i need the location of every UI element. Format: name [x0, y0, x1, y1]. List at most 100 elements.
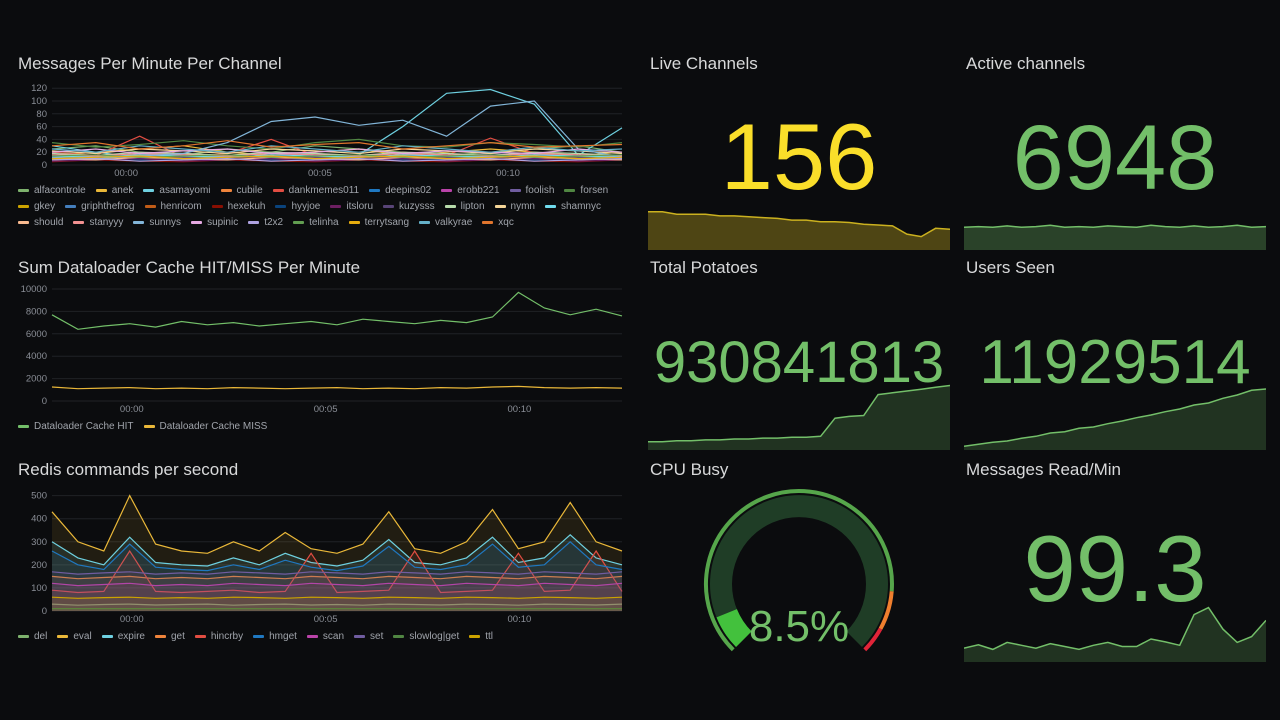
legend-item[interactable]: Dataloader Cache HIT [18, 420, 134, 433]
svg-text:00:10: 00:10 [508, 614, 532, 625]
legend-label: hincrby [210, 631, 244, 642]
legend-item[interactable]: hyyjoe [275, 200, 320, 213]
legend-item[interactable]: henricom [144, 200, 202, 213]
legend-item[interactable]: sunnys [133, 216, 181, 229]
svg-text:8000: 8000 [26, 306, 47, 317]
legend-label: cubile [236, 185, 263, 196]
legend-label: foolish [525, 185, 555, 196]
legend-label: get [170, 631, 185, 642]
panel-title-total-potatoes[interactable]: Total Potatoes [650, 258, 758, 277]
panel-redis-commands: Redis commands per second 0 100 200 300 400 5… [8, 452, 632, 660]
legend-item[interactable]: set [354, 630, 383, 643]
legend-item[interactable]: eval [57, 630, 92, 643]
legend-item[interactable]: valkyrae [419, 216, 472, 229]
legend-color-swatch [18, 425, 29, 428]
legend-label: itsloru [346, 201, 374, 212]
redis-chart[interactable]: 0 100 200 300 400 500 00:00 00:05 00:10 [16, 485, 630, 625]
panel-title-dataloader[interactable]: Sum Dataloader Cache HIT/MISS Per Minute [18, 258, 361, 277]
legend-item[interactable]: alfacontrole [18, 184, 86, 197]
legend-color-swatch [275, 205, 287, 208]
legend-item[interactable]: erobb221 [441, 184, 500, 197]
legend-item[interactable]: deepins02 [369, 184, 431, 197]
legend-item[interactable]: hmget [253, 630, 297, 643]
legend-item[interactable]: expire [101, 630, 145, 643]
users-seen-sparkline [964, 388, 1266, 450]
legend-item[interactable]: kuzysss [383, 200, 435, 213]
panel-title-cpu-busy[interactable]: CPU Busy [650, 460, 729, 479]
panel-total-potatoes: Total Potatoes 930841813 [648, 250, 950, 450]
legend-color-swatch [272, 189, 284, 192]
legend-label: alfacontrole [34, 185, 86, 196]
legend-item[interactable]: should [18, 216, 63, 229]
legend-color-swatch [73, 221, 85, 224]
legend-item[interactable]: t2x2 [248, 216, 283, 229]
panel-title-redis[interactable]: Redis commands per second [18, 460, 239, 479]
legend-color-swatch [419, 221, 431, 224]
dataloader-chart[interactable]: 0 2000 4000 6000 8000 10000 00:00 00:05 00:10 [16, 283, 630, 415]
panel-messages-per-minute: Messages Per Minute Per Channel 0 20 40 60 8… [8, 46, 632, 246]
legend-item[interactable]: itsloru [330, 200, 373, 213]
legend-item[interactable]: Dataloader Cache MISS [143, 420, 267, 433]
panel-title-active-channels[interactable]: Active channels [966, 54, 1086, 73]
legend-item[interactable]: del [18, 630, 47, 643]
legend-item[interactable]: supinic [191, 216, 238, 229]
legend-color-swatch [220, 189, 232, 192]
legend-label: slowlog|get [409, 631, 460, 642]
legend-color-swatch [144, 205, 156, 208]
legend-item[interactable]: ttl [469, 630, 493, 643]
legend-item[interactable]: hexekuh [211, 200, 266, 213]
legend-item[interactable]: asamayomi [143, 184, 211, 197]
legend-label: hyyjoe [291, 201, 321, 212]
svg-text:00:05: 00:05 [308, 168, 332, 179]
svg-text:0: 0 [42, 396, 47, 407]
cpu-busy-gauge [703, 489, 894, 652]
legend-color-swatch [509, 189, 521, 192]
legend-label: kuzysss [399, 201, 435, 212]
legend-color-swatch [143, 189, 155, 192]
svg-text:00:00: 00:00 [120, 614, 144, 625]
legend-item[interactable]: scan [306, 630, 345, 643]
legend-item[interactable]: slowlog|get [393, 630, 459, 643]
legend-item[interactable]: telinha [293, 216, 339, 229]
legend-color-swatch [393, 635, 405, 638]
legend-label: set [370, 631, 384, 642]
legend-item[interactable]: foolish [509, 184, 555, 197]
legend-label: anek [111, 185, 134, 196]
legend-item[interactable]: stanyyy [73, 216, 123, 229]
legend-label: expire [117, 631, 145, 642]
svg-text:00:10: 00:10 [508, 404, 532, 415]
panel-title-users-seen[interactable]: Users Seen [966, 258, 1055, 277]
legend-label: Dataloader Cache HIT [34, 421, 134, 432]
legend-item[interactable]: shamnyc [544, 200, 601, 213]
legend-color-swatch [494, 205, 506, 208]
legend-item[interactable]: xqc [482, 216, 514, 229]
svg-text:00:00: 00:00 [114, 168, 138, 179]
legend-color-swatch [191, 221, 203, 224]
legend-item[interactable]: anek [95, 184, 134, 197]
legend-item[interactable]: dankmemes011 [272, 184, 359, 197]
svg-text:40: 40 [36, 134, 47, 145]
panel-title-live-channels[interactable]: Live Channels [650, 54, 758, 73]
legend-item[interactable]: gkey [18, 200, 55, 213]
legend-item[interactable]: get [154, 630, 185, 643]
legend-item[interactable]: terrytsang [348, 216, 409, 229]
panel-users-seen: Users Seen 11929514 [964, 250, 1266, 450]
legend-item[interactable]: lipton [444, 200, 485, 213]
legend-label: hexekuh [227, 201, 266, 212]
legend-color-swatch [248, 221, 260, 224]
panel-title-messages-read[interactable]: Messages Read/Min [966, 460, 1121, 479]
legend-item[interactable]: griphthefrog [65, 200, 135, 213]
legend-item[interactable]: cubile [220, 184, 263, 197]
legend-color-swatch [211, 205, 223, 208]
redis-legend: del eval expire get hincrby hmget scan set slowl… [16, 630, 632, 643]
legend-color-swatch [154, 635, 166, 638]
legend-label: shamnyc [560, 201, 601, 212]
legend-item[interactable]: forsen [564, 184, 608, 197]
legend-color-swatch [101, 635, 113, 638]
legend-item[interactable]: hincrby [194, 630, 244, 643]
legend-item[interactable]: nymn [494, 200, 535, 213]
legend-label: scan [322, 631, 345, 642]
live-channels-sparkline [648, 211, 950, 250]
panel-title-messages[interactable]: Messages Per Minute Per Channel [18, 54, 282, 73]
